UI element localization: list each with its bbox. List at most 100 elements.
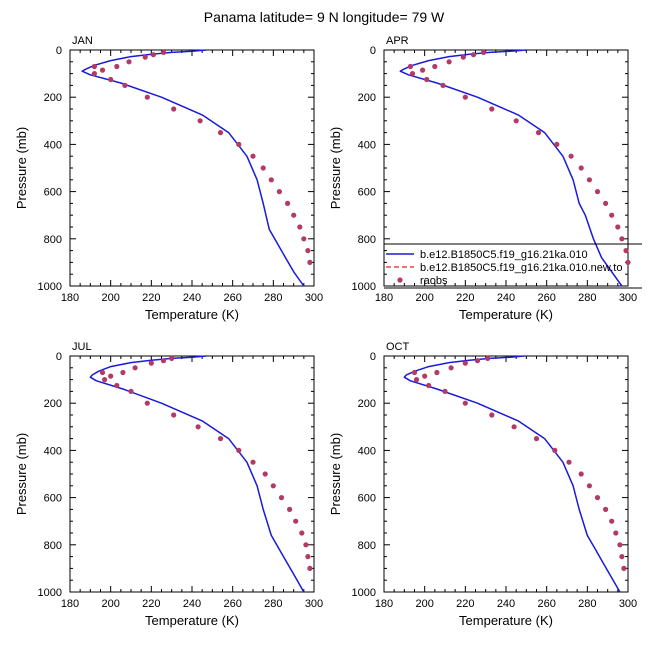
panel-label: OCT	[386, 341, 410, 353]
y-tick-label: 200	[44, 398, 62, 410]
plot-frame	[69, 355, 315, 593]
y-tick-label: 600	[358, 493, 376, 505]
raobs-point	[462, 94, 468, 100]
raobs-point	[578, 165, 584, 171]
y-tick-label: 0	[56, 351, 62, 363]
raobs-point	[126, 59, 132, 65]
raobs-point	[108, 76, 114, 83]
x-tick-label: 240	[183, 598, 201, 610]
x-tick-label: 220	[456, 598, 474, 610]
raobs-point	[619, 554, 625, 560]
plot-frame	[69, 49, 315, 287]
raobs-point	[586, 483, 593, 489]
raobs-point	[603, 506, 609, 512]
raobs-point	[413, 377, 420, 383]
raobs-point	[446, 59, 452, 65]
raobs-point	[291, 212, 297, 218]
y-axis-title: Pressure (mb)	[14, 433, 29, 515]
raobs-point	[270, 483, 276, 489]
y-tick-label: 400	[358, 139, 376, 151]
x-tick-label: 200	[101, 292, 119, 304]
raobs-point	[128, 388, 134, 394]
raobs-point	[160, 49, 167, 56]
raobs-point	[513, 118, 519, 124]
x-tick-label: 220	[456, 292, 474, 304]
raobs-point	[533, 436, 540, 442]
x-tick-label: 300	[619, 598, 637, 610]
x-tick-label: 280	[578, 598, 596, 610]
x-tick-label: 220	[142, 598, 160, 610]
raobs-point	[609, 518, 615, 524]
model-line-010	[81, 49, 305, 287]
raobs-point	[619, 236, 625, 242]
raobs-point	[426, 382, 432, 389]
raobs-point	[303, 542, 309, 548]
raobs-point	[91, 63, 97, 70]
raobs-point	[489, 106, 495, 112]
raobs-point	[615, 224, 621, 230]
legend-swatch-marker	[397, 277, 403, 283]
x-tick-label: 260	[223, 598, 241, 610]
y-axis-title: Pressure (mb)	[14, 127, 29, 209]
y-tick-label: 1000	[352, 281, 376, 293]
model-line-010	[399, 49, 623, 287]
y-tick-label: 200	[358, 92, 376, 104]
raobs-point	[586, 177, 593, 183]
x-tick-label: 260	[537, 598, 555, 610]
raobs-point	[91, 71, 97, 77]
x-tick-label: 240	[497, 292, 515, 304]
y-tick-label: 400	[358, 445, 376, 457]
model-line-new-to	[82, 50, 304, 286]
raobs-point	[442, 388, 448, 394]
raobs-point	[594, 495, 601, 501]
raobs-point	[568, 153, 574, 159]
x-tick-label: 200	[101, 598, 119, 610]
raobs-point	[409, 71, 416, 77]
y-tick-label: 1000	[38, 281, 62, 293]
y-tick-label: 800	[44, 540, 62, 552]
y-tick-label: 1000	[38, 587, 62, 599]
panel-jul: 180 200 220 240 260 280 300 0 200 400 600 800 1000 Te…	[14, 341, 323, 628]
y-tick-label: 1000	[352, 587, 376, 599]
raobs-point	[197, 118, 203, 124]
x-tick-label: 300	[305, 292, 323, 304]
raobs-point	[485, 355, 491, 361]
raobs-point	[262, 471, 268, 477]
raobs-point	[305, 554, 311, 560]
raobs-point	[474, 358, 481, 364]
x-tick-label: 220	[142, 292, 160, 304]
raobs-point	[217, 130, 224, 136]
raobs-point	[566, 459, 572, 465]
raobs-point	[613, 530, 619, 536]
raobs-point	[432, 63, 438, 70]
x-axis-title: Temperature (K)	[145, 307, 239, 322]
raobs-point	[108, 373, 114, 379]
raobs-point	[462, 360, 468, 366]
y-tick-label: 800	[358, 540, 376, 552]
y-tick-label: 600	[44, 187, 62, 199]
raobs-point	[236, 141, 242, 147]
x-tick-label: 260	[223, 292, 241, 304]
y-tick-label: 800	[358, 234, 376, 246]
raobs-point	[448, 365, 454, 371]
raobs-point	[169, 355, 175, 361]
x-axis-title: Temperature (K)	[145, 613, 239, 628]
raobs-point	[114, 63, 120, 70]
raobs-point	[122, 82, 128, 88]
model-line-010	[89, 355, 305, 593]
raobs-point	[305, 248, 311, 254]
x-tick-label: 300	[619, 292, 637, 304]
raobs-point	[424, 76, 430, 83]
panel-label: APR	[386, 35, 409, 47]
y-tick-label: 400	[44, 139, 62, 151]
raobs-point	[144, 400, 150, 406]
raobs-point	[132, 365, 138, 371]
raobs-point	[511, 424, 517, 430]
raobs-point	[440, 82, 446, 88]
raobs-point	[554, 141, 560, 147]
model-line-new-to	[90, 356, 303, 592]
model-line-010	[403, 355, 621, 593]
raobs-point	[462, 400, 468, 406]
x-tick-label: 180	[375, 598, 393, 610]
legend-label: raobs	[420, 275, 448, 287]
